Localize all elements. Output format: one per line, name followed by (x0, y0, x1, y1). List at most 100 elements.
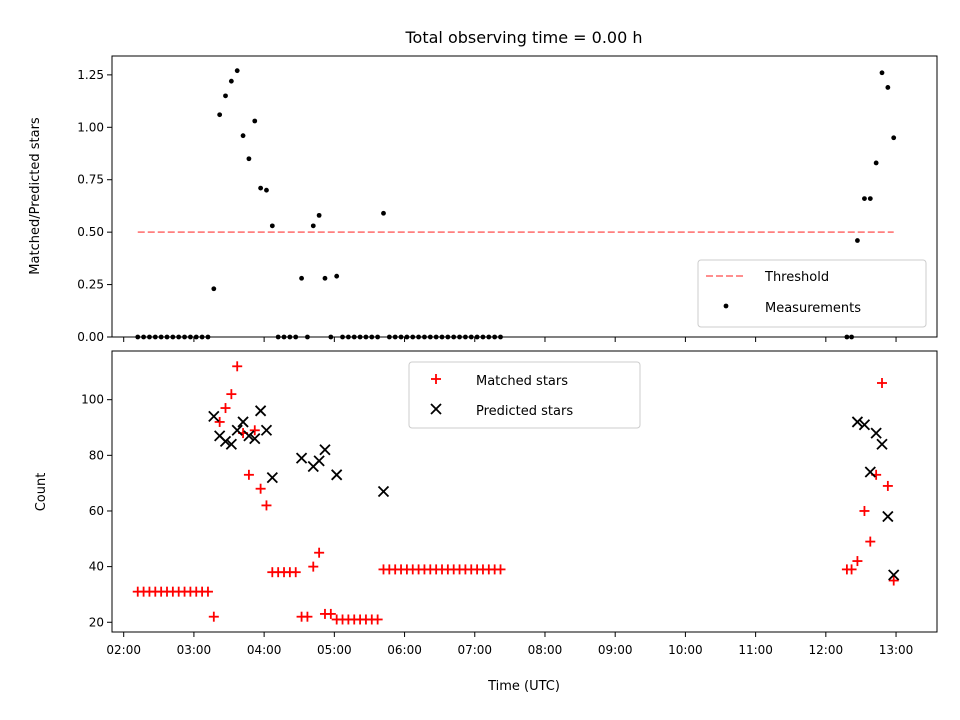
matched-point-12 (202, 586, 213, 597)
measurement-point-31 (316, 212, 322, 218)
matched-point-31 (314, 547, 325, 558)
matched-point-27 (290, 567, 301, 578)
matched-point-20 (249, 425, 260, 436)
bottom-y-ticks: 20 40 60 80 100 (81, 393, 112, 629)
matched-point-14 (214, 416, 225, 427)
measurement-point-23 (269, 223, 275, 229)
predicted-point-1-b (214, 430, 226, 442)
predicted-point-9-b (260, 424, 273, 436)
measurement-point-69 (879, 70, 885, 76)
measurement-point-66 (862, 196, 867, 201)
bottom-x-ticks: 02:00 03:00 04:00 05:00 06:00 07:00 08:00 09:00… (106, 632, 913, 657)
predicted-point-21 (876, 438, 888, 450)
matched-point-69 (877, 377, 887, 388)
bottom-ytick-label-1: 40 (89, 560, 104, 574)
predicted-point-7-b (249, 433, 261, 445)
predicted-point-15 (331, 469, 343, 481)
measurement-point-32 (322, 275, 328, 281)
measurement-point-14 (217, 112, 223, 118)
predicted-point-17 (851, 416, 864, 428)
predicted-point-6 (243, 430, 255, 442)
bottom-xtick-label-10: 12:00 (809, 643, 844, 657)
matched-point-71 (888, 575, 899, 586)
matched-point-21 (255, 483, 266, 494)
bottom-xtick-label-8: 10:00 (668, 643, 703, 657)
top-legend: Threshold Measurements (697, 259, 927, 328)
matched-point-66 (859, 505, 870, 516)
bottom-xtick-label-5: 07:00 (457, 643, 492, 657)
measurement-point-65 (855, 238, 860, 243)
top-ytick-label-5: 1.25 (77, 68, 104, 82)
predicted-point-10-b (266, 471, 278, 484)
predicted-point-4-b (231, 424, 243, 436)
bottom-ytick-label-3: 80 (89, 448, 104, 462)
bottom-axes-frame (111, 350, 938, 633)
matched-point-13 (208, 611, 219, 622)
predicted-point-9 (260, 424, 273, 436)
bottom-xtick-label-4: 06:00 (387, 643, 422, 657)
predicted-point-13-b (313, 455, 325, 467)
measurement-point-30 (310, 223, 316, 229)
legend-measurements-marker (723, 303, 729, 309)
predicted-point-23-b (888, 569, 900, 581)
bottom-y-axis-label: Count (34, 473, 49, 512)
measurement-point-71 (891, 135, 897, 141)
measurement-point-70 (885, 85, 891, 90)
measurement-point-15 (223, 93, 228, 99)
predicted-point-21-b (876, 438, 888, 450)
matched-point-67 (865, 536, 876, 547)
predicted-point-18 (858, 419, 871, 431)
measurement-point-16 (228, 78, 234, 84)
bottom-xtick-label-6: 08:00 (528, 643, 563, 657)
predicted-point-8-b (254, 405, 267, 417)
top-y-ticks: 0.00 0.25 0.50 0.75 1.00 1.25 (77, 68, 112, 344)
matched-point-15 (220, 403, 231, 414)
predicted-point-7 (249, 433, 261, 445)
legend-matched-plus (431, 374, 441, 384)
predicted-point-11 (295, 452, 308, 464)
ratio-panel: Total observing time = 0.00 h Matched/Pr… (28, 28, 938, 344)
predicted-point-18-b (858, 419, 871, 431)
measurement-point-21 (258, 185, 264, 191)
matched-point-62 (495, 564, 506, 575)
predicted-point-16-b (377, 485, 390, 498)
bottom-legend-box (408, 361, 641, 429)
measurement-point-22 (264, 187, 269, 193)
predicted-point-22-b (882, 510, 894, 523)
bottom-plot-marks (132, 361, 900, 625)
predicted-point-8 (254, 405, 267, 417)
predicted-point-14-b (319, 444, 331, 456)
matched-point-41 (372, 614, 383, 625)
bottom-xtick-label-2: 04:00 (247, 643, 282, 657)
matched-point-65 (852, 556, 863, 567)
measurement-point-67 (867, 196, 873, 201)
top-x-ticks (123, 337, 897, 342)
legend-measurements-label: Measurements (765, 301, 861, 316)
matched-point-30 (308, 561, 319, 572)
predicted-point-0 (208, 410, 220, 423)
measurement-point-28 (299, 275, 304, 281)
chart-title: Total observing time = 0.00 h (404, 28, 642, 47)
matched-point-64 (846, 564, 857, 575)
predicted-point-4 (231, 424, 243, 436)
bottom-ytick-label-2: 60 (89, 504, 104, 518)
bottom-xtick-label-3: 05:00 (317, 643, 352, 657)
predicted-point-20-b (870, 427, 882, 439)
predicted-point-0-b (208, 410, 220, 423)
top-ytick-label-1: 0.25 (77, 278, 104, 292)
predicted-point-19-b (864, 466, 876, 478)
predicted-point-2 (219, 435, 232, 448)
predicted-point-16 (377, 485, 390, 498)
predicted-point-13 (313, 455, 325, 467)
predicted-point-20 (870, 427, 882, 439)
predicted-point-22 (882, 510, 894, 523)
predicted-point-14 (319, 444, 331, 456)
top-y-axis-label: Matched/Predicted stars (28, 117, 43, 275)
measurement-point-13 (211, 286, 217, 292)
legend-predicted-marker (430, 403, 442, 415)
top-ytick-label-2: 0.50 (77, 225, 104, 239)
predicted-point-3 (225, 438, 237, 450)
measurement-point-42 (381, 210, 386, 216)
bottom-ytick-label-4: 100 (81, 393, 104, 407)
